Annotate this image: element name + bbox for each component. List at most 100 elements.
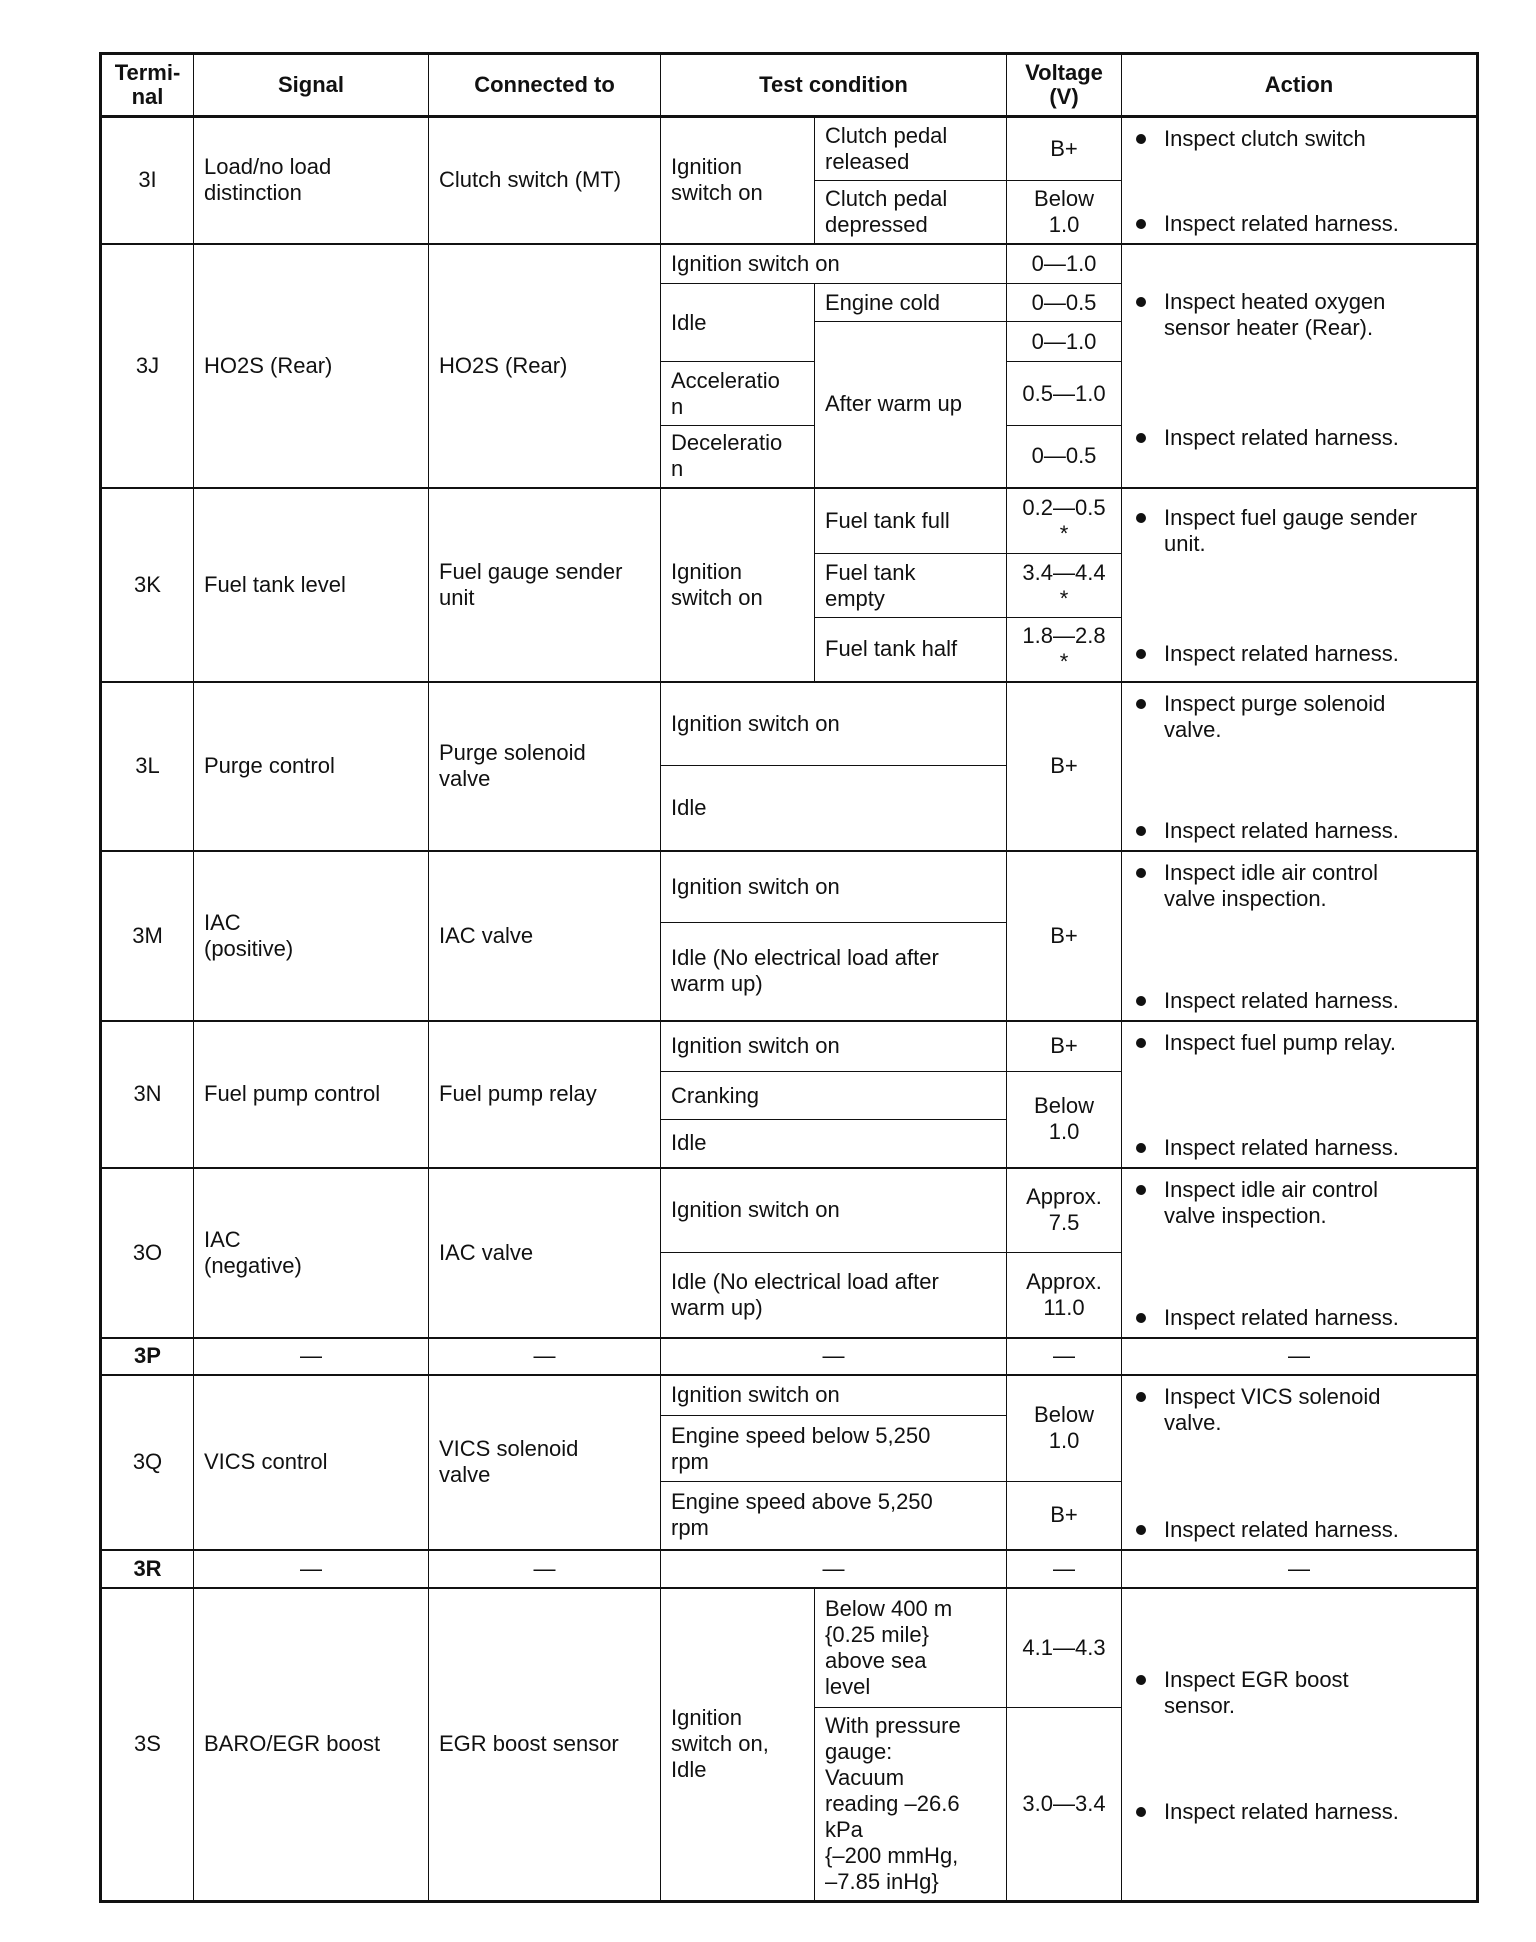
action: Inspect fuel gauge sender unit. Inspect …: [1121, 487, 1479, 682]
test-condition: Engine speed above 5,250 rpm: [659, 1481, 1008, 1550]
action: —: [1121, 1337, 1479, 1375]
action-item: Inspect clutch switch: [1136, 126, 1468, 152]
connected-to: Clutch switch (MT): [428, 116, 661, 244]
signal: —: [193, 1549, 429, 1588]
terminal: 3R: [100, 1549, 194, 1588]
action-item: Inspect related harness.: [1136, 211, 1468, 237]
header-action: Action: [1121, 53, 1479, 117]
voltage: 3.0—3.4: [1006, 1707, 1123, 1902]
row-group-3R: 3R — — — — —: [100, 1549, 1479, 1588]
signal: Fuel pump control: [193, 1020, 429, 1168]
action-item: Inspect related harness.: [1136, 1305, 1468, 1331]
action: Inspect VICS solenoid valve. Inspect rel…: [1121, 1374, 1479, 1550]
header-terminal: Termi- nal: [100, 53, 194, 117]
signal: BARO/EGR boost: [193, 1587, 429, 1902]
test-condition: Ignition switch on: [659, 1374, 1008, 1416]
voltage: Approx. 7.5: [1006, 1167, 1123, 1253]
test-condition: Ignition switch on: [659, 243, 1008, 284]
signal: IAC (positive): [193, 850, 429, 1021]
test-condition: Idle (No electrical load after warm up): [659, 1252, 1008, 1338]
row-group-3L: 3L Purge control Purge solenoid valve Ig…: [100, 681, 1479, 851]
action-item: Inspect related harness.: [1136, 1517, 1468, 1543]
row-group-3N: 3N Fuel pump control Fuel pump relay Ign…: [100, 1020, 1479, 1168]
test-condition: Cranking: [659, 1071, 1008, 1120]
connected-to: HO2S (Rear): [428, 243, 661, 488]
action: Inspect fuel pump relay. Inspect related…: [1121, 1020, 1479, 1168]
signal: VICS control: [193, 1374, 429, 1550]
terminal: 3K: [100, 487, 194, 682]
action: Inspect purge solenoid valve. Inspect re…: [1121, 681, 1479, 851]
test-subcondition: After warm up: [813, 321, 1008, 488]
connected-to: Purge solenoid valve: [428, 681, 661, 851]
terminal: 3N: [100, 1020, 194, 1168]
test-subcondition: Fuel tank empty: [813, 553, 1008, 618]
voltage: B+: [1006, 1020, 1123, 1072]
action-item: Inspect purge solenoid valve.: [1136, 691, 1468, 743]
action-item: Inspect related harness.: [1136, 641, 1468, 667]
action-item: Inspect idle air control valve inspectio…: [1136, 860, 1468, 912]
action: Inspect clutch switch Inspect related ha…: [1121, 116, 1479, 244]
test-condition: —: [659, 1549, 1008, 1588]
voltage: B+: [1006, 850, 1123, 1021]
test-condition: Ignition switch on: [659, 681, 1008, 766]
terminal: 3J: [100, 243, 194, 488]
action-item: Inspect related harness.: [1136, 988, 1468, 1014]
row-group-3K: 3K Fuel tank level Fuel gauge sender uni…: [100, 487, 1479, 682]
terminal: 3P: [100, 1337, 194, 1375]
row-group-3M: 3M IAC (positive) IAC valve Ignition swi…: [100, 850, 1479, 1021]
header-signal: Signal: [193, 53, 429, 117]
action-item: Inspect related harness.: [1136, 818, 1468, 844]
test-condition: Ignition switch on: [659, 1167, 1008, 1253]
row-group-3O: 3O IAC (negative) IAC valve Ignition swi…: [100, 1167, 1479, 1338]
voltage: —: [1006, 1337, 1123, 1375]
terminal: 3O: [100, 1167, 194, 1338]
test-subcondition: Engine cold: [813, 283, 1008, 322]
action-item: Inspect related harness.: [1136, 1799, 1468, 1825]
test-condition: Idle: [659, 1119, 1008, 1168]
terminal: 3L: [100, 681, 194, 851]
signal: —: [193, 1337, 429, 1375]
connected-to: Fuel pump relay: [428, 1020, 661, 1168]
voltage: 0—0.5: [1006, 283, 1123, 322]
test-condition: Ignition switch on: [659, 1020, 1008, 1072]
action-item: Inspect VICS solenoid valve.: [1136, 1384, 1468, 1436]
row-group-3J: 3J HO2S (Rear) HO2S (Rear) Ignition swit…: [100, 243, 1479, 488]
action-item: Inspect related harness.: [1136, 1135, 1468, 1161]
header-voltage: Voltage (V): [1006, 53, 1123, 117]
connected-to: IAC valve: [428, 1167, 661, 1338]
action-item: Inspect fuel gauge sender unit.: [1136, 505, 1468, 557]
test-condition: Idle: [660, 283, 815, 362]
action: —: [1121, 1549, 1479, 1588]
connected-to: —: [428, 1549, 661, 1588]
test-condition: Idle (No electrical load after warm up): [659, 922, 1008, 1021]
action-item: Inspect fuel pump relay.: [1136, 1030, 1468, 1056]
connected-to: VICS solenoid valve: [428, 1374, 661, 1550]
test-subcondition: Clutch pedal depressed: [813, 180, 1008, 244]
row-group-3I: 3I Load/no load distinction Clutch switc…: [100, 116, 1479, 244]
action-item: Inspect heated oxygen sensor heater (Rea…: [1136, 289, 1468, 341]
connected-to: Fuel gauge sender unit: [428, 487, 661, 682]
action-item: Inspect EGR boost sensor.: [1136, 1667, 1468, 1719]
header-test-condition: Test condition: [659, 53, 1008, 117]
action: Inspect EGR boost sensor. Inspect relate…: [1121, 1587, 1479, 1902]
voltage: B+: [1006, 116, 1123, 181]
test-condition: Ignition switch on: [659, 850, 1008, 923]
test-subcondition: Below 400 m {0.25 mile} above sea level: [813, 1587, 1008, 1708]
test-condition: —: [659, 1337, 1008, 1375]
voltage: Below 1.0: [1006, 180, 1123, 244]
test-subcondition: Fuel tank half: [813, 617, 1008, 682]
test-subcondition: Fuel tank full: [813, 487, 1008, 554]
voltage: Below 1.0: [1006, 1374, 1123, 1482]
voltage: 0—1.0: [1006, 321, 1123, 362]
row-group-3Q: 3Q VICS control VICS solenoid valve Igni…: [100, 1374, 1479, 1550]
terminal: 3Q: [100, 1374, 194, 1550]
voltage: 4.1—4.3: [1006, 1587, 1123, 1708]
signal: Fuel tank level: [193, 487, 429, 682]
signal: HO2S (Rear): [193, 243, 429, 488]
signal: IAC (negative): [193, 1167, 429, 1338]
test-condition: Deceleratio n: [660, 425, 815, 488]
test-condition: Ignition switch on: [660, 487, 815, 682]
terminal: 3S: [100, 1587, 194, 1902]
voltage: B+: [1006, 1481, 1123, 1550]
voltage: 1.8—2.8 *: [1006, 617, 1123, 682]
